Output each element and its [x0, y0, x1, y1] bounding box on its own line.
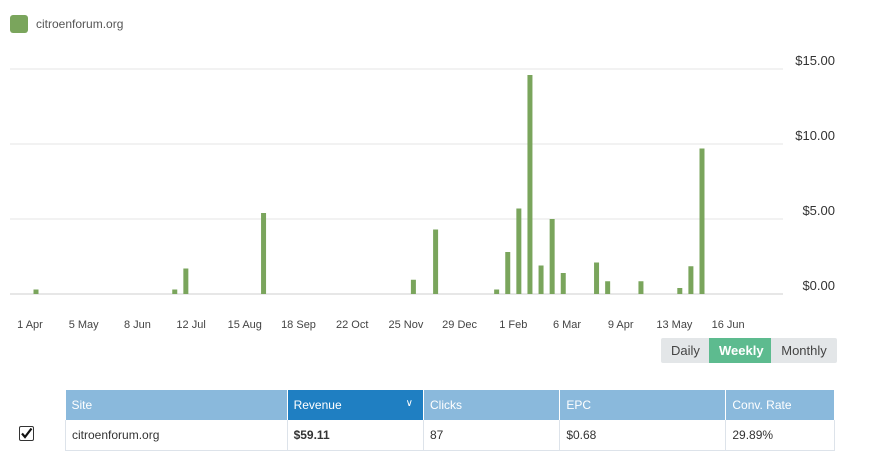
weekly-button[interactable]: Weekly	[709, 338, 771, 363]
sites-table: Site Revenue ∨ Clicks EPC Conv. Rate cit…	[65, 390, 835, 451]
bar[interactable]	[688, 266, 694, 294]
bar[interactable]	[538, 265, 544, 295]
bar[interactable]	[433, 229, 439, 295]
table-row: citroenforum.org $59.11 87 $0.68 29.89%	[65, 420, 835, 451]
x-tick-label: 6 Mar	[553, 319, 581, 331]
x-tick-label: 29 Dec	[442, 319, 477, 331]
sort-descending-icon: ∨	[405, 398, 413, 409]
x-tick-label: 1 Feb	[499, 319, 527, 331]
revenue-bar-chart: $0.00 $5.00 $10.00 $15.00 1 Apr 5 May 8 Jun 12 …	[10, 53, 835, 331]
cell-conv-rate: 29.89%	[725, 420, 835, 451]
y-tick-label: $15.00	[795, 53, 835, 68]
column-header-site[interactable]: Site	[65, 390, 288, 420]
cell-revenue: $59.11	[287, 420, 425, 451]
cell-epc: $0.68	[559, 420, 727, 451]
bar[interactable]	[549, 219, 555, 294]
y-tick-label: $5.00	[802, 203, 835, 218]
bar[interactable]	[505, 252, 511, 294]
x-tick-label: 8 Jun	[124, 319, 151, 331]
cell-clicks: 87	[423, 420, 561, 451]
granularity-toggle: Daily Weekly Monthly	[661, 338, 837, 363]
bar[interactable]	[677, 288, 683, 294]
bar[interactable]	[527, 75, 533, 294]
cell-site: citroenforum.org	[65, 420, 288, 451]
revenue-header-label: Revenue	[293, 398, 342, 412]
column-header-epc[interactable]: EPC	[559, 390, 727, 420]
bar[interactable]	[33, 289, 39, 295]
bar[interactable]	[594, 262, 600, 295]
bar[interactable]	[183, 268, 189, 295]
x-tick-label: 12 Jul	[176, 319, 205, 331]
column-header-revenue[interactable]: Revenue ∨	[287, 390, 425, 420]
x-tick-label: 18 Sep	[281, 319, 316, 331]
x-tick-label: 13 May	[656, 319, 693, 331]
y-tick-label: $0.00	[802, 278, 835, 293]
x-tick-label: 25 Nov	[388, 319, 423, 331]
x-tick-label: 16 Jun	[712, 319, 745, 331]
column-header-conv-rate[interactable]: Conv. Rate	[725, 390, 835, 420]
legend-label: citroenforum.org	[36, 17, 124, 31]
bar[interactable]	[638, 281, 644, 294]
legend-swatch	[10, 15, 28, 33]
bar[interactable]	[494, 289, 500, 295]
x-tick-label: 5 May	[69, 319, 99, 331]
bar[interactable]	[699, 148, 705, 295]
daily-button[interactable]: Daily	[661, 338, 709, 363]
x-tick-label: 15 Aug	[228, 319, 262, 331]
x-tick-label: 22 Oct	[336, 319, 368, 331]
row-checkbox[interactable]	[19, 426, 34, 441]
bar[interactable]	[605, 281, 611, 294]
x-tick-label: 9 Apr	[608, 319, 634, 331]
bar[interactable]	[261, 213, 267, 294]
chart-legend: citroenforum.org	[10, 15, 123, 33]
bar[interactable]	[410, 279, 416, 294]
bar[interactable]	[172, 289, 178, 295]
checkmark-icon	[21, 427, 33, 439]
bar[interactable]	[560, 273, 566, 294]
y-tick-label: $10.00	[795, 128, 835, 143]
monthly-button[interactable]: Monthly	[771, 338, 837, 363]
column-header-clicks[interactable]: Clicks	[423, 390, 561, 420]
bar[interactable]	[516, 208, 522, 295]
x-tick-label: 1 Apr	[17, 319, 43, 331]
